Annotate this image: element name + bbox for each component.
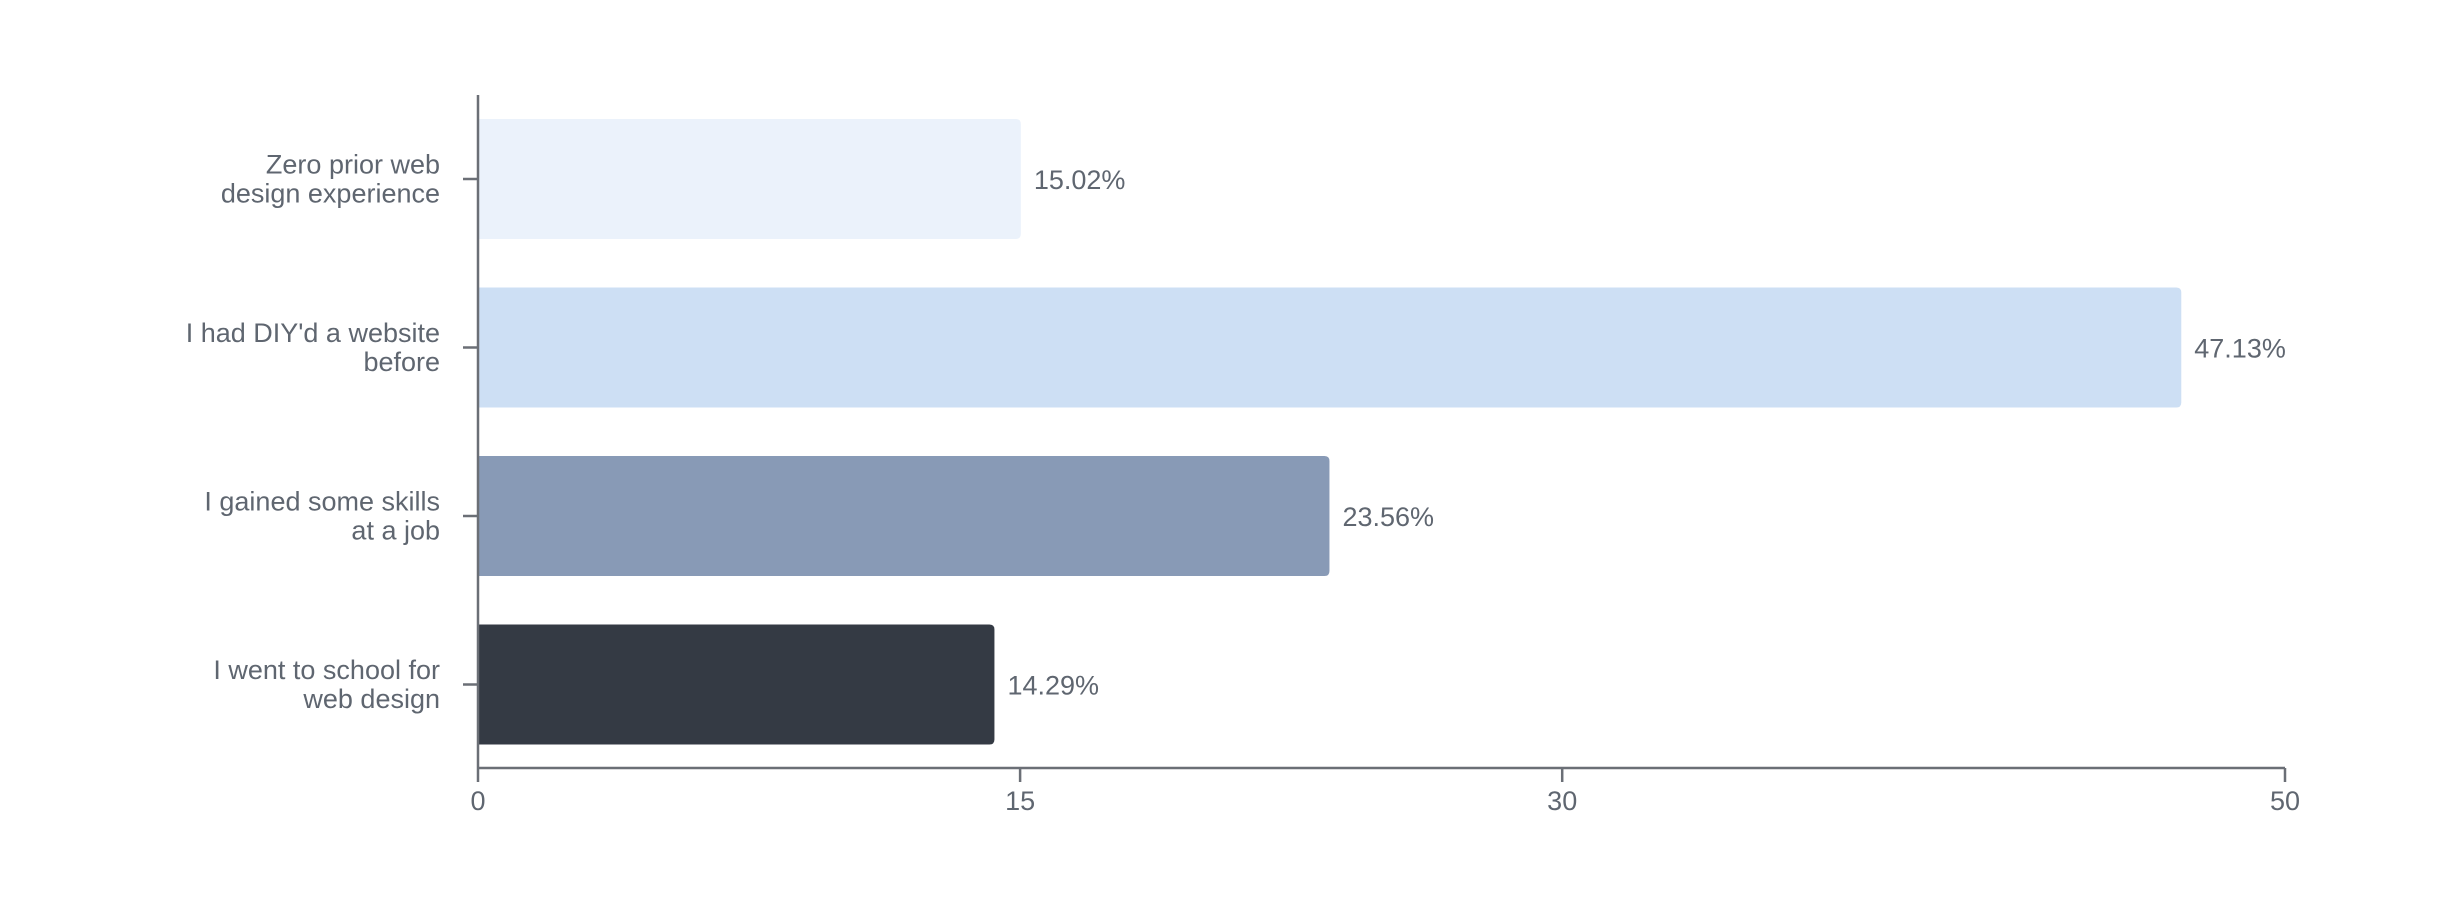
- data-label-3: 23.56%: [1342, 502, 1434, 532]
- bar-2: [478, 287, 2182, 408]
- category-label-4: I went to school for web design: [213, 655, 440, 714]
- x-tick-label-0: 0: [470, 786, 485, 816]
- axes-layer: [463, 95, 2287, 782]
- labels-layer: 15.02% Zero prior web design experience 47.…: [186, 150, 2300, 817]
- x-tick-label-30: 30: [1547, 786, 1577, 816]
- category-label-1: Zero prior web design experience: [221, 150, 440, 209]
- x-tick-label-15: 15: [1005, 786, 1035, 816]
- data-label-1: 15.02%: [1034, 165, 1126, 195]
- x-tick-label-50: 50: [2270, 786, 2300, 816]
- bar-1: [478, 119, 1021, 239]
- bars-layer: [478, 119, 2182, 745]
- bar-3: [478, 456, 1330, 576]
- category-label-3: I gained some skills at a job: [204, 487, 440, 546]
- category-label-2: I had DIY'd a website before: [186, 318, 440, 377]
- bar-4: [478, 624, 995, 745]
- data-label-4: 14.29%: [1007, 671, 1099, 701]
- data-label-2: 47.13%: [2194, 334, 2286, 364]
